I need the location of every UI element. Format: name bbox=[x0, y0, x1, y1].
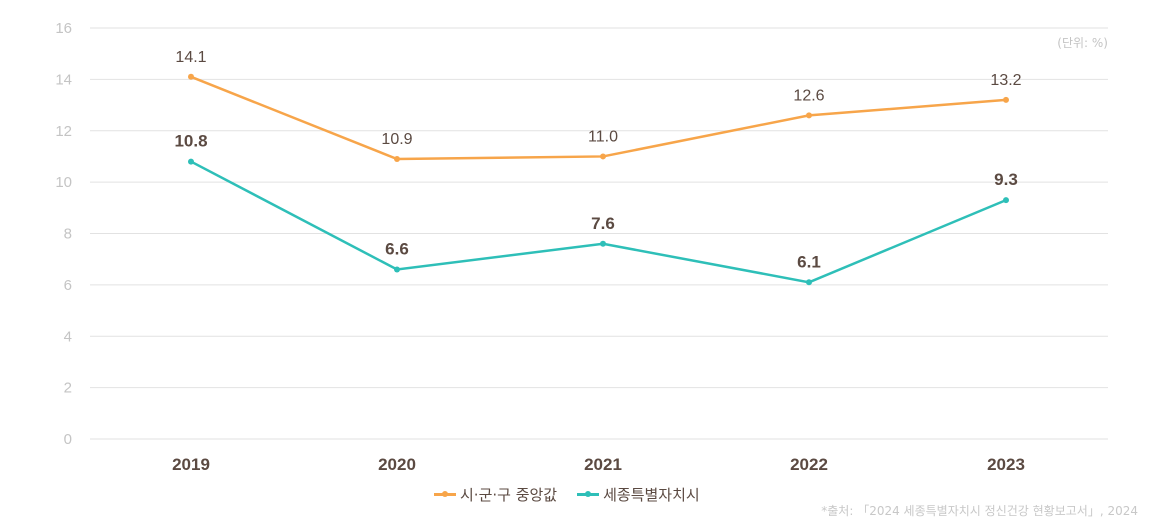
x-tick-label: 2019 bbox=[172, 455, 210, 474]
data-point[interactable] bbox=[394, 156, 400, 163]
x-tick-label: 2023 bbox=[987, 455, 1025, 474]
x-tick-label: 2020 bbox=[378, 455, 416, 474]
data-point[interactable] bbox=[600, 153, 606, 160]
data-label: 7.6 bbox=[591, 214, 615, 233]
data-label: 12.6 bbox=[793, 87, 824, 104]
series-lines bbox=[188, 73, 1009, 286]
unit-label: (단위: %) bbox=[1057, 36, 1108, 50]
series-line-0 bbox=[190, 75, 1007, 161]
data-label: 13.2 bbox=[990, 72, 1021, 89]
y-tick-label: 2 bbox=[64, 380, 72, 397]
data-point[interactable] bbox=[394, 266, 400, 273]
data-label: 6.6 bbox=[385, 239, 409, 258]
y-tick-label: 0 bbox=[64, 431, 72, 448]
y-tick-label: 6 bbox=[64, 277, 72, 294]
y-tick-label: 14 bbox=[55, 71, 72, 88]
data-point[interactable] bbox=[806, 279, 812, 286]
legend: 시·군·구 중앙값 세종특별자치시 bbox=[434, 484, 700, 505]
data-label: 11.0 bbox=[588, 128, 618, 145]
data-point[interactable] bbox=[1003, 96, 1009, 103]
source-note: *출처: 「2024 세종특별자치시 정신건강 현황보고서」, 2024 bbox=[821, 504, 1138, 518]
data-labels: 14.1 10.9 11.0 12.6 13.2 10.8 6.6 7.6 6.1 9.3 bbox=[174, 49, 1021, 271]
data-label: 10.9 bbox=[381, 131, 412, 148]
legend-label-sigungu: 시·군·구 중앙값 bbox=[460, 486, 558, 504]
data-label: 6.1 bbox=[797, 252, 821, 271]
x-axis: 2019 2020 2021 2022 2023 bbox=[172, 455, 1025, 474]
y-tick-label: 10 bbox=[55, 174, 72, 191]
legend-swatch-sejong bbox=[577, 491, 600, 497]
gridlines bbox=[90, 27, 1108, 440]
data-point[interactable] bbox=[600, 240, 606, 247]
data-point[interactable] bbox=[1003, 197, 1009, 204]
legend-item-sejong[interactable]: 세종특별자치시 bbox=[577, 484, 700, 505]
data-label: 14.1 bbox=[175, 49, 206, 66]
x-tick-label: 2022 bbox=[790, 455, 828, 474]
data-point[interactable] bbox=[188, 158, 194, 165]
data-label: 10.8 bbox=[174, 132, 207, 151]
legend-label-sejong: 세종특별자치시 bbox=[603, 486, 700, 504]
y-tick-label: 12 bbox=[55, 123, 72, 140]
y-axis: 0 2 4 6 8 10 12 14 16 bbox=[55, 20, 72, 448]
legend-item-sigungu[interactable]: 시·군·구 중앙값 bbox=[434, 484, 557, 505]
y-tick-label: 4 bbox=[64, 328, 72, 345]
data-point[interactable] bbox=[806, 112, 812, 119]
data-label: 9.3 bbox=[994, 170, 1018, 189]
x-tick-label: 2021 bbox=[584, 455, 622, 474]
legend-swatch-sigungu bbox=[434, 491, 456, 497]
data-point[interactable] bbox=[188, 73, 194, 80]
y-tick-label: 8 bbox=[64, 226, 72, 243]
y-tick-label: 16 bbox=[55, 20, 72, 37]
